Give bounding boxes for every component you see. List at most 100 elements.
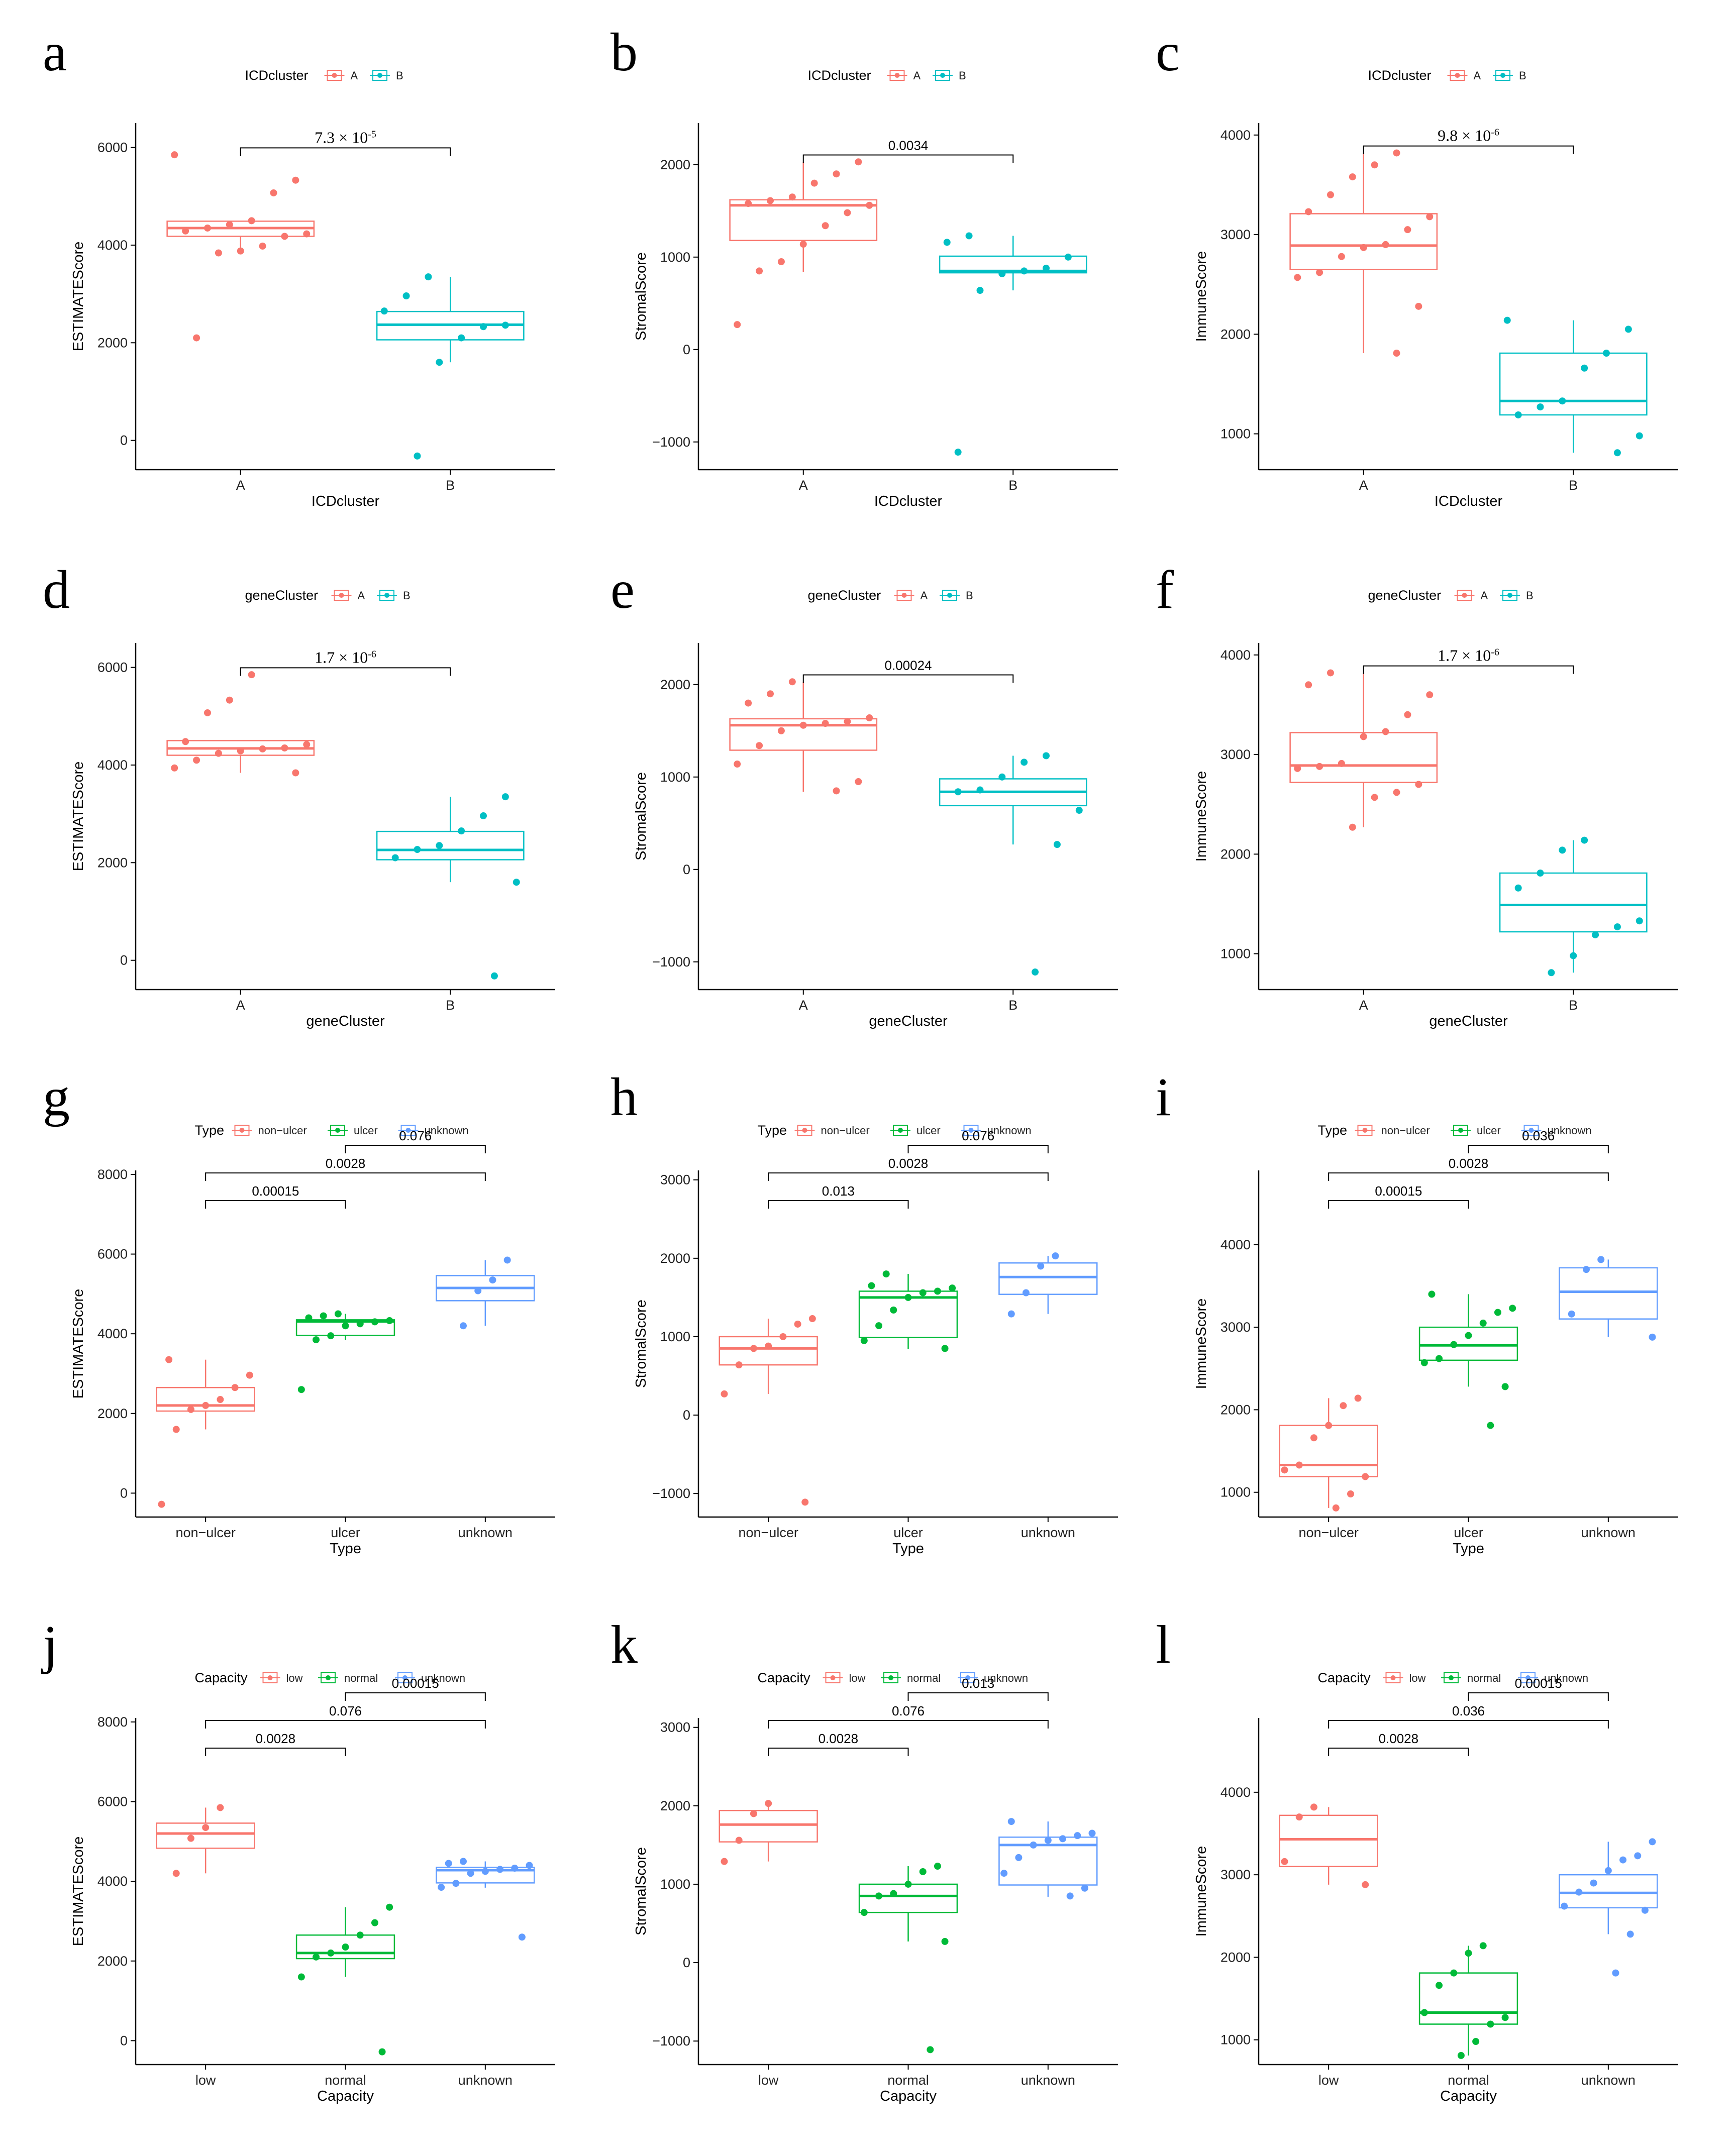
data-point bbox=[1362, 1881, 1369, 1888]
data-point bbox=[860, 1337, 868, 1344]
data-point bbox=[1570, 952, 1577, 959]
y-axis-title: StromalScore bbox=[633, 1847, 649, 1935]
data-point bbox=[1582, 1266, 1590, 1273]
data-point bbox=[158, 1500, 165, 1508]
bracket-line bbox=[205, 1748, 346, 1756]
data-point bbox=[215, 249, 222, 257]
panel-letter: i bbox=[1156, 1067, 1171, 1127]
legend-key-dot bbox=[901, 593, 907, 598]
y-tick-label: 8000 bbox=[97, 1714, 128, 1730]
box-group-1 bbox=[376, 273, 525, 460]
y-axis-title: StromalScore bbox=[633, 252, 649, 341]
legend: ICDcluster A B bbox=[1368, 68, 1526, 83]
data-point bbox=[526, 1862, 533, 1869]
p-value-label: 0.076 bbox=[399, 1128, 432, 1143]
data-point bbox=[756, 267, 763, 275]
data-point bbox=[425, 273, 432, 281]
data-point bbox=[1636, 432, 1643, 440]
x-tick-label: B bbox=[446, 998, 455, 1013]
y-axis-title: ImmuneScore bbox=[1193, 1299, 1209, 1389]
data-point bbox=[414, 846, 421, 853]
legend-key bbox=[794, 1125, 815, 1136]
y-axis-title: ESTIMATEScore bbox=[70, 242, 86, 352]
legend-label: normal bbox=[907, 1672, 941, 1684]
legend-key-dot bbox=[898, 1128, 903, 1133]
data-point bbox=[1514, 884, 1522, 892]
bracket-line bbox=[768, 1720, 1049, 1729]
data-point bbox=[777, 727, 785, 734]
y-tick-label: 2000 bbox=[97, 855, 128, 870]
data-point bbox=[808, 1315, 816, 1323]
bracket-line bbox=[205, 1720, 486, 1729]
panel-c: c ICDcluster A B 1000 2000 3000 4000 ImmuneScore… bbox=[1156, 23, 1678, 509]
legend-key bbox=[940, 590, 960, 601]
panel-letter: f bbox=[1156, 560, 1174, 620]
legend-key bbox=[1493, 70, 1513, 81]
data-point bbox=[799, 241, 807, 248]
legend-key-dot bbox=[1455, 73, 1460, 78]
x-axis-title: ICDcluster bbox=[1435, 493, 1503, 509]
significance-bracket: 0.0028 bbox=[768, 1156, 1049, 1181]
legend-label: low bbox=[286, 1672, 303, 1684]
y-tick-label: 4000 bbox=[97, 238, 128, 253]
legend-key-dot bbox=[377, 73, 382, 78]
data-point bbox=[237, 747, 244, 754]
legend-key bbox=[232, 1125, 252, 1136]
data-point bbox=[855, 158, 862, 166]
legend: Capacity low normal unknown bbox=[1318, 1670, 1589, 1685]
data-point bbox=[1404, 711, 1411, 718]
data-point bbox=[1037, 1262, 1045, 1270]
legend-label: A bbox=[358, 589, 365, 602]
significance-bracket: 0.013 bbox=[907, 1676, 1049, 1701]
data-point bbox=[391, 854, 399, 861]
data-point bbox=[943, 239, 951, 246]
data-point bbox=[860, 1909, 868, 1916]
y-tick-label: 2000 bbox=[97, 335, 128, 350]
box-group-1 bbox=[939, 752, 1087, 976]
significance-bracket: 7.3 × 10-5 bbox=[240, 128, 451, 156]
box bbox=[719, 1336, 818, 1366]
bracket-line bbox=[240, 667, 451, 676]
y-tick-label: 4000 bbox=[97, 1874, 128, 1889]
y-tick-label: −1000 bbox=[652, 1486, 690, 1501]
panel-letter: g bbox=[43, 1067, 70, 1127]
x-axis-title: Capacity bbox=[880, 2088, 937, 2104]
data-point bbox=[721, 1858, 728, 1865]
data-point bbox=[1022, 1289, 1030, 1297]
significance-bracket: 0.00015 bbox=[1468, 1676, 1609, 1701]
data-point bbox=[1326, 191, 1334, 198]
y-tick-label: 1000 bbox=[660, 250, 690, 265]
significance-bracket: 9.8 × 10-6 bbox=[1363, 127, 1574, 154]
p-value-label: 0.036 bbox=[1452, 1703, 1485, 1718]
legend-label: unknown bbox=[987, 1124, 1032, 1137]
data-point bbox=[766, 197, 774, 204]
data-point bbox=[756, 742, 763, 749]
data-point bbox=[1326, 669, 1334, 677]
legend-label: unknown bbox=[984, 1672, 1028, 1684]
box-group-1 bbox=[1418, 1290, 1518, 1429]
x-axis-title: Capacity bbox=[317, 2088, 374, 2104]
y-axis-title: StromalScore bbox=[633, 1300, 649, 1388]
data-point bbox=[866, 714, 873, 722]
panel-letter: b bbox=[610, 23, 638, 82]
y-tick-label: 4000 bbox=[97, 758, 128, 773]
y-tick-label: 2000 bbox=[1220, 327, 1251, 342]
data-point bbox=[281, 233, 288, 240]
x-axis-title: Type bbox=[892, 1541, 924, 1557]
panel-a: a ICDcluster A B 0 2000 4000 6000 ESTIMATEScore A… bbox=[43, 23, 555, 509]
bracket-line bbox=[907, 1692, 1049, 1701]
significance-bracket: 0.0028 bbox=[1328, 1731, 1469, 1756]
legend-title: Type bbox=[758, 1123, 787, 1138]
legend-key bbox=[958, 1672, 978, 1683]
data-point bbox=[303, 741, 311, 748]
legend-key-dot bbox=[888, 1675, 893, 1680]
data-point bbox=[436, 359, 443, 366]
data-point bbox=[215, 749, 222, 757]
data-point bbox=[788, 193, 796, 201]
panel-f: f geneCluster A B 1000 2000 3000 4000 ImmuneScor… bbox=[1156, 560, 1678, 1029]
data-point bbox=[822, 222, 829, 230]
data-point bbox=[480, 812, 487, 820]
legend-title: Capacity bbox=[195, 1670, 248, 1685]
data-point bbox=[259, 242, 266, 250]
data-point bbox=[1472, 2038, 1480, 2045]
